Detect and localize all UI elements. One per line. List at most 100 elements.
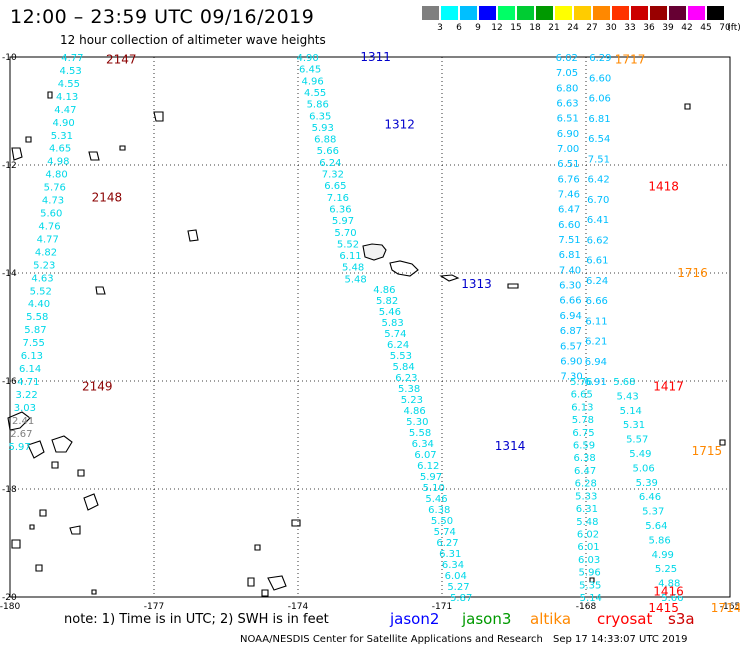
wave-height-value: 4.98: [47, 157, 69, 168]
satellite-s3a: s3a: [668, 610, 695, 628]
pass-time-label: 1716: [677, 266, 708, 280]
island-tonga-5: [254, 544, 261, 551]
island-fiji-5: [77, 469, 85, 477]
legend-label: 18: [529, 23, 541, 33]
legend-label: 30: [605, 23, 617, 33]
wave-height-value: 5.48: [344, 274, 366, 285]
wave-height-value: 4.96: [302, 76, 324, 87]
wave-height-value: 4.82: [35, 247, 57, 258]
island-fiji-10: [51, 461, 59, 469]
legend-swatch: [479, 6, 496, 20]
wave-height-value: 6.28: [575, 479, 597, 490]
pass-time-label: 1311: [360, 50, 391, 64]
legend-label: 45: [700, 23, 712, 33]
island-fiji-11: [29, 524, 35, 530]
legend-label: 39: [662, 23, 674, 33]
wave-height-value: 6.11: [585, 316, 607, 327]
legend-swatch: [650, 6, 667, 20]
wave-height-value: 5.82: [376, 296, 398, 307]
wave-height-value: 5.50: [431, 516, 453, 527]
wave-height-value: 6.46: [639, 492, 661, 503]
wave-height-value: 5.46: [425, 494, 447, 505]
track-jason2: 5.68 5.43 5.14 5.31 5.57 5.49 5.06 5.39 6.46 5.37…: [613, 377, 740, 615]
lon-tick-label: -177: [144, 602, 164, 612]
wave-height-value: 5.97: [8, 442, 30, 453]
wave-height-value: 6.91: [584, 377, 606, 388]
satellite-altika: altika: [530, 610, 572, 628]
wave-height-value: 5.64: [645, 521, 667, 532]
wave-height-value: 5.58: [26, 312, 48, 323]
wave-height-value: 6.70: [587, 195, 609, 206]
island-tonga-1: [267, 575, 287, 591]
legend-label: 21: [548, 23, 560, 33]
wave-height-value: 5.84: [392, 362, 414, 373]
wave-height-value: 6.81: [559, 250, 581, 261]
wave-height-value: 5.27: [447, 582, 469, 593]
legend-label: 9: [475, 23, 481, 33]
wave-height-value: 5.14: [620, 406, 642, 417]
lon-tick-label: -171: [432, 602, 452, 612]
generation-timestamp: Sep 17 14:33:07 UTC 2019: [553, 634, 688, 645]
wave-height-value: 6.59: [573, 441, 595, 452]
map-note: note: 1) Time is in UTC; 2) SWH is in fe…: [64, 612, 329, 627]
wave-height-value: 5.30: [406, 417, 428, 428]
wave-height-value: 6.66: [586, 296, 608, 307]
wave-height-value: 6.41: [587, 215, 609, 226]
wave-height-value: 6.36: [329, 204, 351, 215]
pass-time-label: 1312: [384, 118, 415, 132]
pass-time-label: 2148: [92, 190, 123, 204]
wave-height-value: 5.97: [332, 216, 354, 227]
legend-swatch: [593, 6, 610, 20]
island-tonga-6: [91, 589, 97, 595]
wave-height-value: 6.24: [586, 276, 608, 287]
wave-height-value: 5.74: [384, 329, 406, 340]
track-jason2: 6.29 6.60 6.06 6.81 6.54 7.51 6.42 6.70 6.41 6.62…: [584, 53, 611, 388]
wave-height-value: 5.48: [342, 263, 364, 274]
island-east-3: [589, 577, 595, 583]
wave-height-value: 6.38: [428, 505, 450, 516]
wave-height-value: 5.76: [570, 377, 592, 388]
wave-height-value: 4.90: [296, 53, 318, 64]
island-east-1: [684, 103, 691, 110]
island-small-4: [95, 286, 106, 295]
wave-height-value: 6.38: [573, 453, 595, 464]
wave-height-value: 4.86: [403, 406, 425, 417]
wave-height-value: 6.60: [589, 73, 611, 84]
wave-height-value: 5.46: [379, 307, 401, 318]
wave-height-value: 6.24: [319, 158, 341, 169]
island-east-2: [719, 439, 726, 446]
wave-height-value: 6.62: [587, 235, 609, 246]
wave-height-value: 4.53: [60, 66, 82, 77]
map-subtitle: 12 hour collection of altimeter wave hei…: [60, 33, 326, 47]
wave-height-value: 6.24: [387, 340, 409, 351]
legend-label: 15: [510, 23, 522, 33]
legend-label: 36: [643, 23, 655, 33]
wave-height-value: 5.49: [629, 449, 651, 460]
legend-swatch: [536, 6, 553, 20]
wave-height-value: 6.65: [571, 390, 593, 401]
wave-height-value: 6.23: [395, 373, 417, 384]
track-jason2: 5.76 6.656.13 5.78 6.75 6.596.38 6.47 6.285.33…: [570, 377, 722, 604]
wave-height-value: 7.00: [557, 144, 579, 155]
wave-height-value: 6.63: [556, 99, 578, 110]
island-small-9: [119, 145, 126, 151]
lon-tick-label: -168: [576, 602, 597, 612]
wave-height-value: 6.03: [578, 555, 600, 566]
wave-height-value: 4.71: [17, 377, 39, 388]
wave-height-value: 5.23: [401, 395, 423, 406]
wave-height-value: 4.65: [49, 144, 71, 155]
wave-height-value: 6.87: [560, 326, 582, 337]
pass-time-label: 1714: [711, 601, 740, 615]
grid-lines: [10, 57, 730, 597]
wave-height-value: 5.52: [30, 286, 52, 297]
pass-time-label: 1715: [692, 444, 723, 458]
wave-height-value: 6.02: [556, 53, 578, 64]
island-fiji-3: [51, 435, 73, 453]
island-fiji-9: [35, 564, 43, 572]
wave-height-value: 6.88: [314, 135, 336, 146]
legend-label: 6: [456, 23, 462, 33]
lon-tick-label: -174: [288, 602, 309, 612]
wave-height-value: 5.06: [632, 463, 654, 474]
track-jason2: 4.906.454.964.555.866.355.936.885.666.24…: [296, 50, 414, 285]
